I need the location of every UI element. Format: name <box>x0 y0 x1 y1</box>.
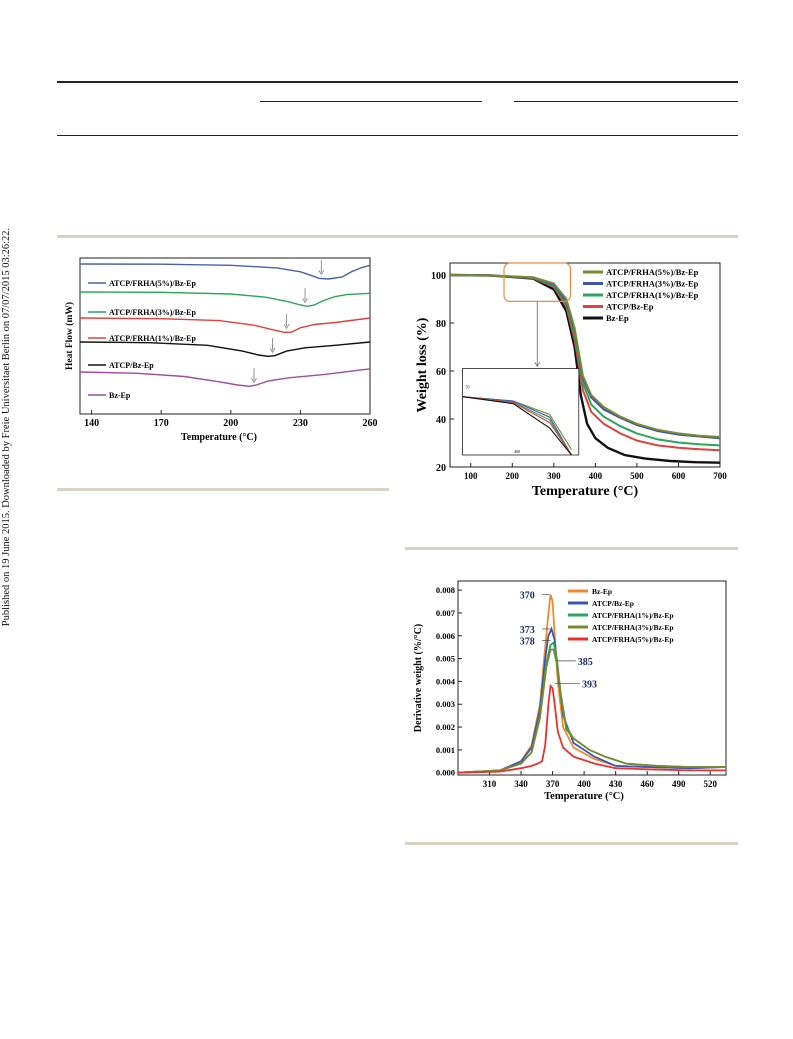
table-group-rule-right <box>514 101 738 102</box>
dtg-x-tick-label-2: 370 <box>546 779 560 789</box>
dsc-peak-arrowhead-1 <box>302 298 308 304</box>
tga-inset-series-line-4 <box>462 396 572 456</box>
dsc-peak-arrowhead-3 <box>269 348 276 354</box>
dtg-y-tick-label-0: 0.000 <box>436 768 455 778</box>
dsc-series-line-4 <box>79 368 371 388</box>
tga-x-tick-label-4: 500 <box>630 471 644 481</box>
tga-x-tick-label-1: 200 <box>506 471 520 481</box>
dtg-y-tick-label-6: 0.006 <box>436 631 455 641</box>
figure-band-right-middle <box>405 547 738 550</box>
dsc-x-axis-label: Temperature (°C) <box>181 432 257 443</box>
dsc-peak-arrowhead-2 <box>283 324 290 330</box>
dtg-x-axis-label: Temperature (°C) <box>544 791 624 802</box>
tga-x-tick-label-2: 300 <box>547 471 561 481</box>
figure-band-top <box>57 235 738 238</box>
dtg-x-tick-label-3: 400 <box>577 779 591 789</box>
dsc-series-line-0 <box>79 263 371 280</box>
dsc-series-line-2 <box>79 317 371 333</box>
tga-legend-label-0: ATCP/FRHA(5%)/Bz-Ep <box>606 267 699 277</box>
dtg-plot-frame <box>457 580 727 776</box>
dtg-y-tick-label-8: 0.008 <box>436 585 455 595</box>
dsc-series-line-1 <box>79 291 371 308</box>
dtg-legend-label-3: ATCP/FRHA(3%)/Bz-Ep <box>592 623 674 632</box>
dsc-peak-arrowhead-4 <box>251 378 257 384</box>
tga-zoom-box <box>503 262 572 303</box>
dsc-x-tick-label-4: 260 <box>363 418 378 429</box>
tga-x-tick-label-0: 100 <box>464 471 478 481</box>
dsc-heat-flow-chart: 140 170 200 230 260 Temperature (°C) Heat Flow… <box>64 257 378 443</box>
table-group-rule-left <box>260 101 482 102</box>
tga-y-tick-label-1: 40 <box>436 415 446 426</box>
dtg-y-tick-label-2: 0.002 <box>436 722 455 732</box>
dtg-y-tick-label-7: 0.007 <box>436 608 456 618</box>
tga-legend-label-4: Bz-Ep <box>606 313 629 323</box>
dtg-y-axis-label: Derivative weight (%/°C) <box>413 624 424 732</box>
dtg-peak-label-3: 385 <box>578 657 593 668</box>
tga-y-tick-label-4: 100 <box>431 271 446 282</box>
tga-y-axis-label: Weight loss (%) <box>415 317 430 412</box>
dtg-x-tick-label-6: 490 <box>672 779 686 789</box>
dtg-legend-label-0: Bz-Ep <box>592 587 612 596</box>
tga-y-tick-label-0: 20 <box>436 463 446 474</box>
dsc-x-tick-label-3: 230 <box>293 418 308 429</box>
dtg-y-tick-label-5: 0.005 <box>436 654 455 664</box>
dtg-peak-label-0: 370 <box>520 591 535 602</box>
publication-side-note: Published on 19 June 2015. Downloaded by… <box>1 227 12 627</box>
tga-inset-y-tick-label: 70 <box>465 385 469 390</box>
tga-legend-label-1: ATCP/FRHA(3%)/Bz-Ep <box>606 279 699 289</box>
dtg-x-tick-label-5: 460 <box>640 779 654 789</box>
dtg-peak-label-1: 373 <box>520 625 535 636</box>
dtg-x-tick-label-4: 430 <box>609 779 623 789</box>
tga-inset-x-tick-label: 400 <box>514 449 520 454</box>
dtg-y-tick-label-4: 0.004 <box>436 676 456 686</box>
dsc-series-label-1: ATCP/FRHA(3%)/Bz-Ep <box>109 308 197 317</box>
tga-x-tick-label-5: 600 <box>672 471 686 481</box>
tga-x-tick-label-3: 400 <box>589 471 603 481</box>
dsc-plot-frame <box>79 257 371 415</box>
dtg-legend-label-1: ATCP/Bz-Ep <box>592 599 634 608</box>
tga-series-line-4 <box>449 273 721 464</box>
dtg-series-line-1 <box>457 626 727 774</box>
tga-plot-frame <box>449 262 721 468</box>
dsc-series-label-2: ATCP/FRHA(1%)/Bz-Ep <box>109 334 197 343</box>
tga-y-tick-label-2: 60 <box>436 367 446 378</box>
dtg-derivative-weight-chart: 310 340 370 400 430 460 490 520 0.000 0.001 0.002 0… <box>413 580 727 802</box>
dsc-x-tick-label-2: 200 <box>223 418 238 429</box>
dsc-series-label-0: ATCP/FRHA(5%)/Bz-Ep <box>109 279 197 288</box>
dtg-x-tick-label-7: 520 <box>703 779 717 789</box>
dtg-x-tick-label-1: 340 <box>514 779 528 789</box>
tga-weight-loss-chart: 100 200 300 400 500 600 700 20 40 60 80 100 Temperat… <box>415 262 727 499</box>
dsc-y-axis-label: Heat Flow (mW) <box>64 302 75 370</box>
tga-zoom-arrowhead <box>534 361 541 367</box>
dtg-y-tick-label-1: 0.001 <box>436 745 455 755</box>
figure-band-left-bottom <box>57 488 389 491</box>
table-top-rule <box>57 81 738 83</box>
dsc-peak-arrowhead-0 <box>318 270 325 276</box>
tga-series-line-0 <box>449 274 721 438</box>
tga-y-tick-label-3: 80 <box>436 319 446 330</box>
tga-legend-label-3: ATCP/Bz-Ep <box>606 302 654 312</box>
dsc-x-tick-label-1: 170 <box>154 418 169 429</box>
figure-band-right-bottom <box>405 842 738 845</box>
dtg-peak-label-2: 378 <box>520 636 535 647</box>
dtg-y-tick-label-3: 0.003 <box>436 699 455 709</box>
dtg-series-line-4 <box>457 683 726 774</box>
dtg-peak-label-4: 393 <box>582 680 597 691</box>
table-bottom-rule <box>57 135 738 136</box>
tga-legend-label-2: ATCP/FRHA(1%)/Bz-Ep <box>606 290 699 300</box>
dtg-x-tick-label-0: 310 <box>483 779 497 789</box>
dtg-series-line-3 <box>457 648 726 774</box>
tga-x-tick-label-6: 700 <box>713 471 727 481</box>
dsc-series-label-4: Bz-Ep <box>109 391 131 400</box>
dtg-legend-label-4: ATCP/FRHA(5%)/Bz-Ep <box>592 635 674 644</box>
dsc-x-tick-label-0: 140 <box>84 418 99 429</box>
dsc-series-label-3: ATCP/Bz-Ep <box>109 361 154 370</box>
dtg-legend-label-2: ATCP/FRHA(1%)/Bz-Ep <box>592 611 674 620</box>
dsc-series-line-3 <box>79 341 371 358</box>
tga-x-axis-label: Temperature (°C) <box>532 484 639 499</box>
